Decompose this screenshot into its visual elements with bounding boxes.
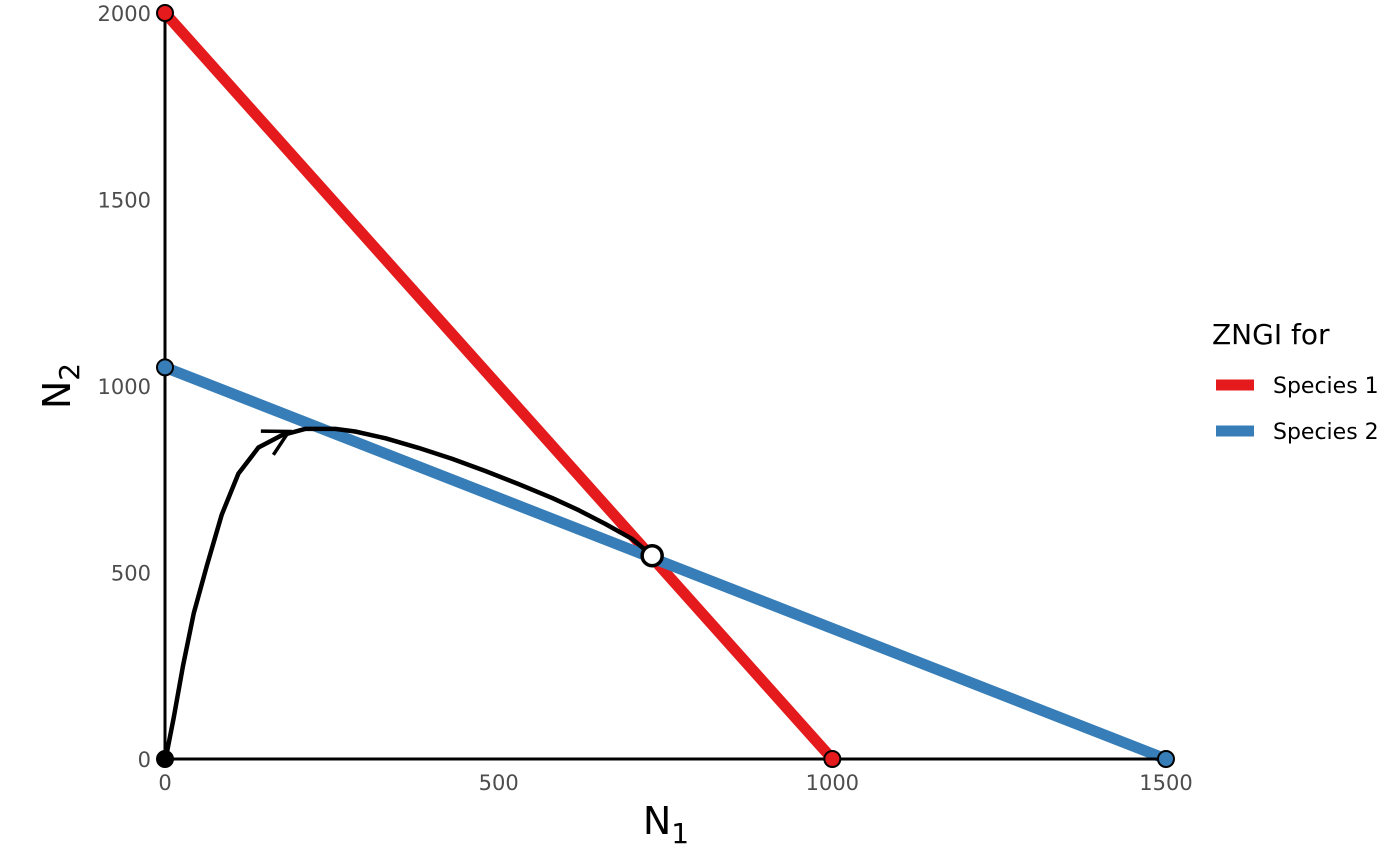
zngi-line-species-2: [162, 362, 1169, 765]
intercept-point: [823, 750, 842, 768]
intercept-point: [156, 358, 174, 377]
trajectory-arrow: [260, 429, 293, 456]
intercept-point: [156, 750, 174, 768]
axes: 0 500 1000 1500 0 500 1000 1500 2000: [98, 2, 1193, 795]
legend-title: ZNGI for: [1212, 318, 1330, 351]
y-axis-title: N2: [35, 363, 86, 409]
x-tick-label: 1500: [1139, 771, 1192, 795]
legend-label-species-2: Species 2: [1273, 420, 1379, 445]
y-tick-label: 1500: [98, 189, 151, 213]
x-axis-title: N1: [643, 799, 689, 850]
intercept-point: [156, 4, 174, 22]
x-tick-label: 0: [158, 771, 171, 795]
x-tick-label: 1000: [806, 771, 859, 795]
y-tick-label: 500: [111, 562, 151, 586]
y-tick-label: 0: [138, 748, 151, 772]
y-tick-label: 2000: [98, 2, 151, 26]
trajectory-line: [164, 426, 654, 756]
zngi-line-species-1: [160, 9, 837, 763]
legend-label-species-1: Species 1: [1273, 374, 1379, 399]
x-tick-label: 500: [479, 771, 519, 795]
intercept-point: [1157, 750, 1175, 768]
legend: ZNGI for Species 1 Species 2: [1212, 318, 1379, 445]
equilibrium-point: [640, 543, 664, 568]
y-tick-label: 1000: [98, 375, 151, 399]
plot-area: [160, 9, 1169, 765]
